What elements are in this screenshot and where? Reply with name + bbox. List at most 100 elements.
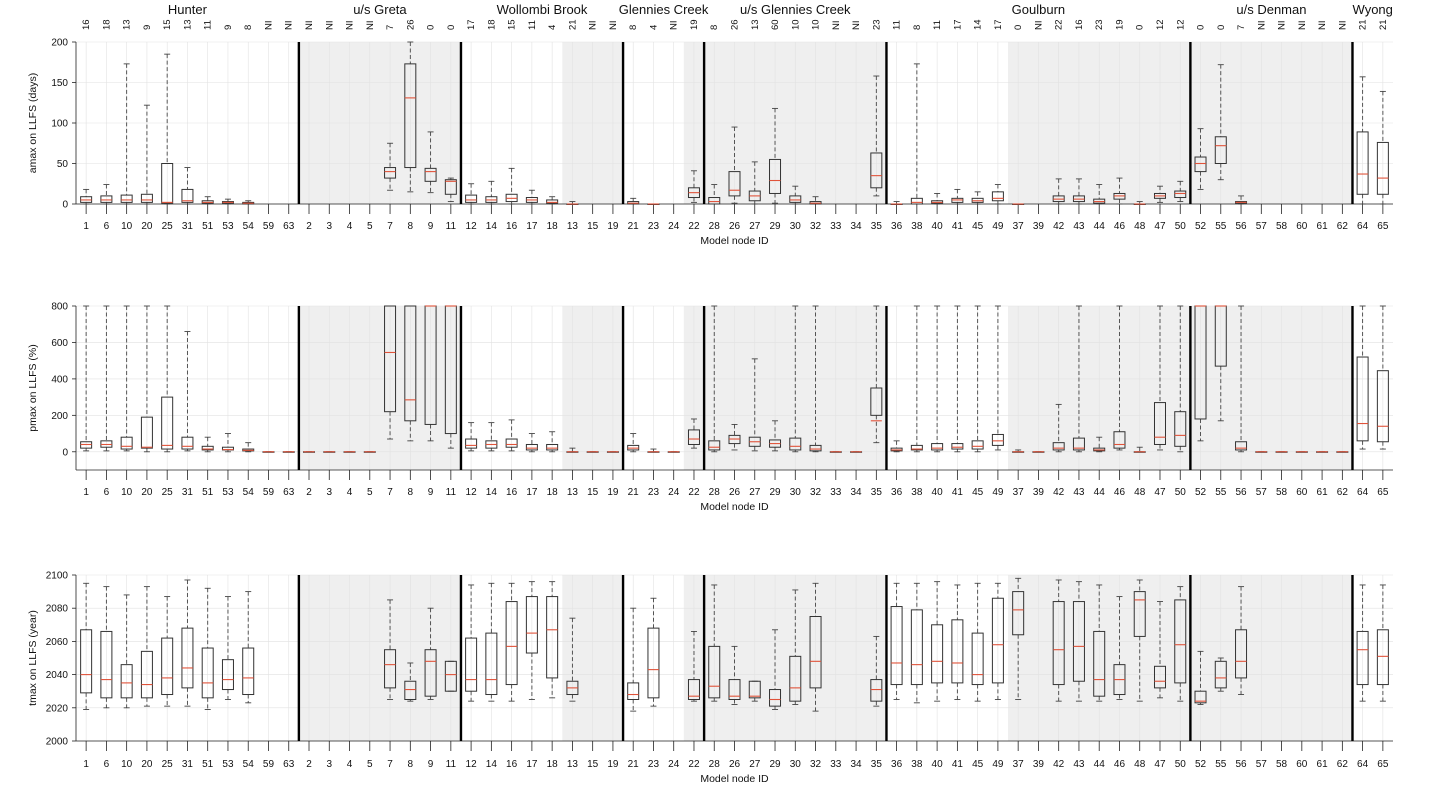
box xyxy=(971,632,984,686)
box xyxy=(627,682,640,701)
box-plot xyxy=(890,582,903,700)
x-tick-label: 27 xyxy=(749,221,761,232)
box xyxy=(1194,156,1207,173)
box xyxy=(120,436,133,450)
count-label: 7 xyxy=(385,25,396,30)
box-plot xyxy=(505,419,518,452)
box-plot xyxy=(1012,203,1025,205)
box xyxy=(546,596,559,679)
box xyxy=(1153,402,1166,445)
box-plot xyxy=(120,305,133,452)
x-tick-label: 36 xyxy=(891,221,903,232)
count-label: 21 xyxy=(1358,19,1369,30)
x-axis-label: Model node ID xyxy=(700,501,769,513)
x-tick-label: 44 xyxy=(1094,221,1106,232)
x-tick-label: 40 xyxy=(932,759,944,770)
box-plot xyxy=(1012,449,1025,453)
x-tick-label: 30 xyxy=(790,221,802,232)
box-plot xyxy=(242,200,255,205)
x-tick-label: 60 xyxy=(1296,487,1308,498)
y-tick-label: 2100 xyxy=(46,571,69,582)
box-plot xyxy=(647,597,660,707)
x-tick-label: 35 xyxy=(871,759,883,770)
x-tick-label: 18 xyxy=(547,487,559,498)
count-label: NI xyxy=(284,21,295,31)
count-label: 11 xyxy=(892,20,903,30)
x-tick-label: 38 xyxy=(911,487,923,498)
box-plot xyxy=(282,451,295,453)
x-tick-label: 37 xyxy=(1013,221,1025,232)
box xyxy=(525,443,538,451)
group-label: u/s Glennies Creek xyxy=(740,2,851,17)
x-tick-label: 16 xyxy=(506,221,518,232)
box xyxy=(161,637,174,696)
box-plot xyxy=(1133,201,1146,205)
box-plot xyxy=(1153,185,1166,203)
count-label: 18 xyxy=(101,19,112,30)
box-plot xyxy=(1174,305,1187,453)
box-plot xyxy=(708,305,721,453)
box-plot xyxy=(809,305,822,453)
count-label: NI xyxy=(1317,21,1328,31)
box xyxy=(1174,411,1187,447)
y-tick-label: 0 xyxy=(62,447,68,458)
x-tick-label: 17 xyxy=(526,221,538,232)
count-label: 60 xyxy=(770,19,781,30)
box-plot xyxy=(647,448,660,453)
count-label: 0 xyxy=(446,25,457,30)
x-tick-label: 51 xyxy=(202,487,214,498)
box-plot xyxy=(404,305,417,442)
x-tick-label: 59 xyxy=(263,759,275,770)
x-tick-label: 65 xyxy=(1377,487,1389,498)
count-label: 10 xyxy=(790,19,801,30)
box-plot xyxy=(1194,128,1207,190)
shaded-region xyxy=(1190,575,1353,741)
x-tick-label: 8 xyxy=(408,221,414,232)
count-label: 12 xyxy=(1155,19,1166,30)
x-tick-label: 49 xyxy=(992,487,1004,498)
box-plot xyxy=(748,680,761,702)
box-plot xyxy=(991,184,1004,205)
count-label: 23 xyxy=(1094,19,1105,30)
x-tick-label: 20 xyxy=(141,759,153,770)
box-plot xyxy=(465,584,478,702)
box-plot xyxy=(1012,577,1025,700)
x-tick-label: 3 xyxy=(326,759,332,770)
x-tick-label: 31 xyxy=(182,221,194,232)
box-plot xyxy=(384,599,397,700)
x-tick-label: 58 xyxy=(1276,759,1288,770)
box-plot xyxy=(708,184,721,205)
shaded-region xyxy=(683,575,887,741)
box xyxy=(1235,629,1248,679)
count-label: NI xyxy=(608,21,619,31)
box-plot xyxy=(566,617,579,702)
shaded-region xyxy=(1190,306,1353,470)
box xyxy=(465,438,478,449)
box-plot xyxy=(384,142,397,191)
group-label: Wyong xyxy=(1353,2,1393,17)
x-tick-label: 6 xyxy=(104,487,110,498)
count-label: 13 xyxy=(750,19,761,30)
box-plot xyxy=(181,579,194,707)
box xyxy=(100,195,113,203)
box-plot xyxy=(971,582,984,702)
x-tick-label: 45 xyxy=(972,221,984,232)
box xyxy=(140,416,153,449)
x-tick-label: 21 xyxy=(628,759,640,770)
x-axis-label: Model node ID xyxy=(700,235,769,247)
box xyxy=(870,387,883,416)
x-tick-label: 40 xyxy=(932,487,944,498)
x-tick-label: 56 xyxy=(1235,221,1247,232)
x-tick-label: 4 xyxy=(347,759,353,770)
box xyxy=(951,619,964,684)
x-tick-label: 5 xyxy=(367,221,373,232)
x-tick-label: 48 xyxy=(1134,759,1146,770)
box-plot xyxy=(1316,451,1329,453)
box-plot xyxy=(1214,64,1227,181)
box-plot xyxy=(931,193,944,205)
x-tick-label: 63 xyxy=(283,221,295,232)
box-plot xyxy=(384,305,397,440)
box-plot xyxy=(140,104,153,205)
x-tick-label: 39 xyxy=(1033,759,1045,770)
box xyxy=(748,680,761,699)
